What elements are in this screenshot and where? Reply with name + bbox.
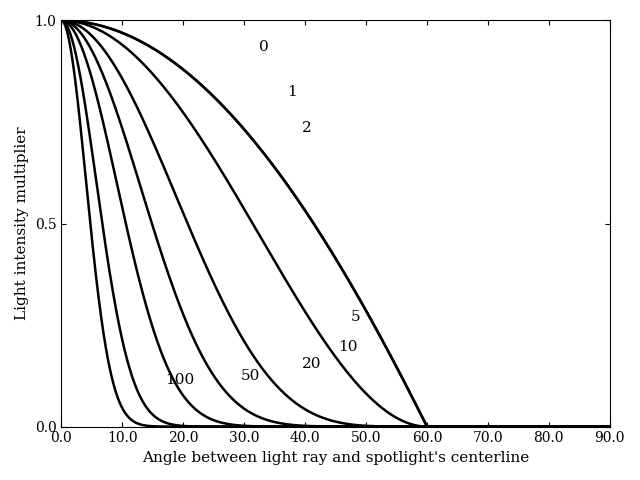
- Text: 50: 50: [241, 369, 260, 383]
- Text: 0: 0: [259, 40, 269, 54]
- Y-axis label: Light intensity multiplier: Light intensity multiplier: [15, 127, 29, 320]
- Text: 2: 2: [302, 121, 312, 135]
- Text: 10: 10: [339, 340, 358, 354]
- Text: 1: 1: [287, 84, 296, 98]
- Text: 5: 5: [351, 310, 360, 324]
- Text: 20: 20: [302, 357, 321, 371]
- Text: 100: 100: [165, 373, 194, 387]
- X-axis label: Angle between light ray and spotlight's centerline: Angle between light ray and spotlight's …: [142, 451, 529, 465]
